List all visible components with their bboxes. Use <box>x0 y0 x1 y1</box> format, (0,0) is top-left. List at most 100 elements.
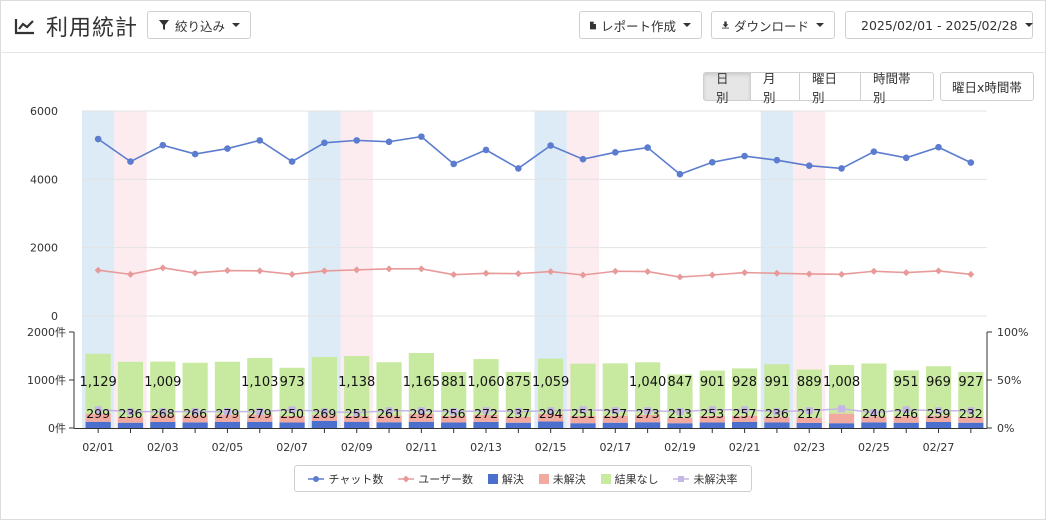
bar-inner-label: 261 <box>377 406 401 421</box>
bar-unresolved <box>602 415 628 423</box>
bottom-y2-tick-label: 50% <box>997 374 1021 387</box>
bar-inner-label: 246 <box>894 406 918 421</box>
bar-unresolved <box>150 415 176 422</box>
tab-weekday-hour[interactable]: 曜日x時間帯 <box>940 72 1034 101</box>
bar-unresolved <box>182 415 208 423</box>
unresolved-rate-point <box>514 408 522 416</box>
unresolved-rate-point <box>159 408 167 416</box>
chat-count-point <box>482 146 490 154</box>
unresolved-rate-point <box>353 409 361 417</box>
bar-unresolved <box>764 416 790 423</box>
legend-item-chat[interactable]: チャット数 <box>308 471 383 487</box>
bar-inner-label: 253 <box>700 406 724 421</box>
bar-total-label: 928 <box>732 375 757 390</box>
chat-count-line <box>97 135 972 176</box>
legend-item-resolved[interactable]: 解決 <box>487 471 524 487</box>
legend-item-users[interactable]: ユーザー数 <box>398 471 473 487</box>
diamond-marker-icon <box>398 475 415 482</box>
line-marker-icon <box>308 475 325 482</box>
x-tick-label: 02/07 <box>276 441 308 454</box>
square-swatch-icon <box>538 473 549 484</box>
bar-total-label: 1,009 <box>144 375 181 390</box>
unresolved-rate-point <box>902 406 910 414</box>
user-count-point <box>482 269 490 277</box>
bar-unresolved <box>925 415 952 422</box>
bar-total-label: 973 <box>280 375 305 390</box>
bar-resolved <box>473 421 499 428</box>
top-y-tick-label: 4000 <box>30 173 58 186</box>
bar-total-label: 901 <box>700 375 725 390</box>
chat-count-point <box>676 170 684 178</box>
legend-item-unresolved[interactable]: 未解決 <box>538 471 586 487</box>
bar-unresolved <box>311 415 338 421</box>
bar-total-label: 1,138 <box>338 375 375 390</box>
bar-inner-label: 269 <box>312 406 336 421</box>
user-count-point <box>94 266 102 274</box>
bar-unresolved <box>958 416 984 423</box>
line-square-marker-icon <box>673 475 690 482</box>
chevron-down-icon <box>232 23 240 27</box>
document-icon <box>590 21 596 29</box>
filter-button[interactable]: 絞り込み <box>147 11 251 39</box>
bar-unresolved <box>441 415 467 423</box>
unresolved-rate-point <box>838 405 846 413</box>
report-button[interactable]: レポート作成 <box>579 11 702 39</box>
bar-unresolved <box>85 413 111 422</box>
chat-count-point <box>127 158 134 165</box>
legend-item-unresolved-rate[interactable]: 未解決率 <box>673 471 737 487</box>
unresolved-rate-point <box>547 407 555 415</box>
unresolved-rate-point <box>773 408 781 416</box>
user-count-point <box>676 273 684 281</box>
report-button-label: レポート作成 <box>600 18 676 34</box>
bar-inner-label: 272 <box>474 406 498 421</box>
chat-count-point <box>579 155 587 163</box>
bar-inner-label: 232 <box>959 406 983 421</box>
unresolved-rate-point <box>320 408 328 416</box>
bar-total-label: 889 <box>797 375 822 390</box>
tab-daily[interactable]: 日別 <box>703 71 751 105</box>
bar-total-label: 1,060 <box>467 375 504 390</box>
bar-total-label: 1,129 <box>80 375 117 390</box>
bar-unresolved <box>796 417 822 423</box>
chat-count-point <box>805 162 813 169</box>
usage-chart: 1,129 1,009 1,103 973 1,138 1,165 881 1,060 875 1… <box>27 105 1028 454</box>
bar-inner-label: 251 <box>345 406 369 421</box>
bar-resolved <box>279 422 305 428</box>
legend-label-resolved: 解決 <box>501 472 524 486</box>
top-chart-lines <box>94 133 975 281</box>
bar-unresolved <box>344 415 370 422</box>
chat-count-point <box>353 137 361 144</box>
bar-unresolved <box>214 414 241 422</box>
chat-count-point <box>612 149 619 156</box>
legend-label-unresolved: 未解決 <box>552 472 586 486</box>
download-button[interactable]: ダウンロード <box>711 11 835 39</box>
unresolved-rate-point <box>417 407 425 415</box>
bar-inner-label: 236 <box>119 406 143 421</box>
chat-count-point <box>773 156 781 164</box>
unresolved-rate-path <box>98 408 971 414</box>
bar-inner-label: 279 <box>216 406 240 421</box>
unresolved-rate-point <box>611 407 619 415</box>
user-count-point <box>159 264 167 272</box>
bar-resolved <box>635 422 661 428</box>
chat-count-point <box>224 145 231 152</box>
bar-resolved <box>505 422 531 428</box>
tab-hourly[interactable]: 時間帯別 <box>860 71 934 105</box>
bar-resolved <box>764 422 790 428</box>
bar-inner-label: 237 <box>506 406 530 421</box>
legend-item-no-result[interactable]: 結果なし <box>600 471 659 487</box>
legend-label-unresolved-rate: 未解決率 <box>693 472 738 486</box>
user-count-point <box>935 267 943 275</box>
user-count-point <box>547 268 555 276</box>
x-tick-label: 02/15 <box>535 441 567 454</box>
user-count-point <box>579 271 587 279</box>
tab-weekday[interactable]: 曜日別 <box>799 71 861 105</box>
tab-monthly[interactable]: 月別 <box>750 71 800 105</box>
chart-axes: 0 2000 4000 6000 0件 1000件 2000件 0% 50% 100% 02/01 0… <box>27 105 1028 454</box>
bottom-y2-tick-label: 100% <box>997 326 1028 339</box>
bar-inner-label: 213 <box>668 406 692 421</box>
date-range-picker[interactable]: 2025/02/01 - 2025/02/28 <box>845 11 1033 39</box>
bar-unresolved <box>667 417 693 424</box>
unresolved-rate-point <box>223 408 231 416</box>
bar-unresolved <box>376 415 402 423</box>
